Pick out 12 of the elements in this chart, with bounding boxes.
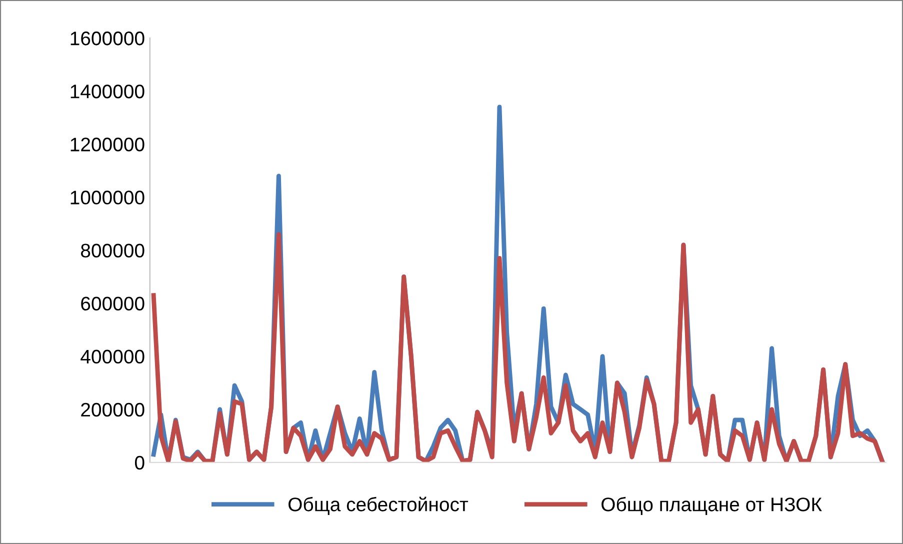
y-tick-label: 600000 — [81, 296, 144, 311]
y-tick-label: 1000000 — [70, 190, 144, 204]
y-tick-label: 1200000 — [70, 138, 144, 152]
y-tick-label: 200000 — [81, 402, 144, 417]
y-tick-label: 0 — [134, 456, 144, 470]
y-tick-label: 1600000 — [70, 32, 144, 46]
y-tick-label: 1400000 — [70, 84, 144, 98]
y-tick-label: 400000 — [80, 350, 144, 364]
legend-label: Обща себестойност — [288, 496, 468, 516]
y-tick-label: 800000 — [81, 244, 144, 258]
legend-label: Общо плащане от НЗОК — [602, 496, 822, 516]
line-series — [151, 232, 884, 462]
